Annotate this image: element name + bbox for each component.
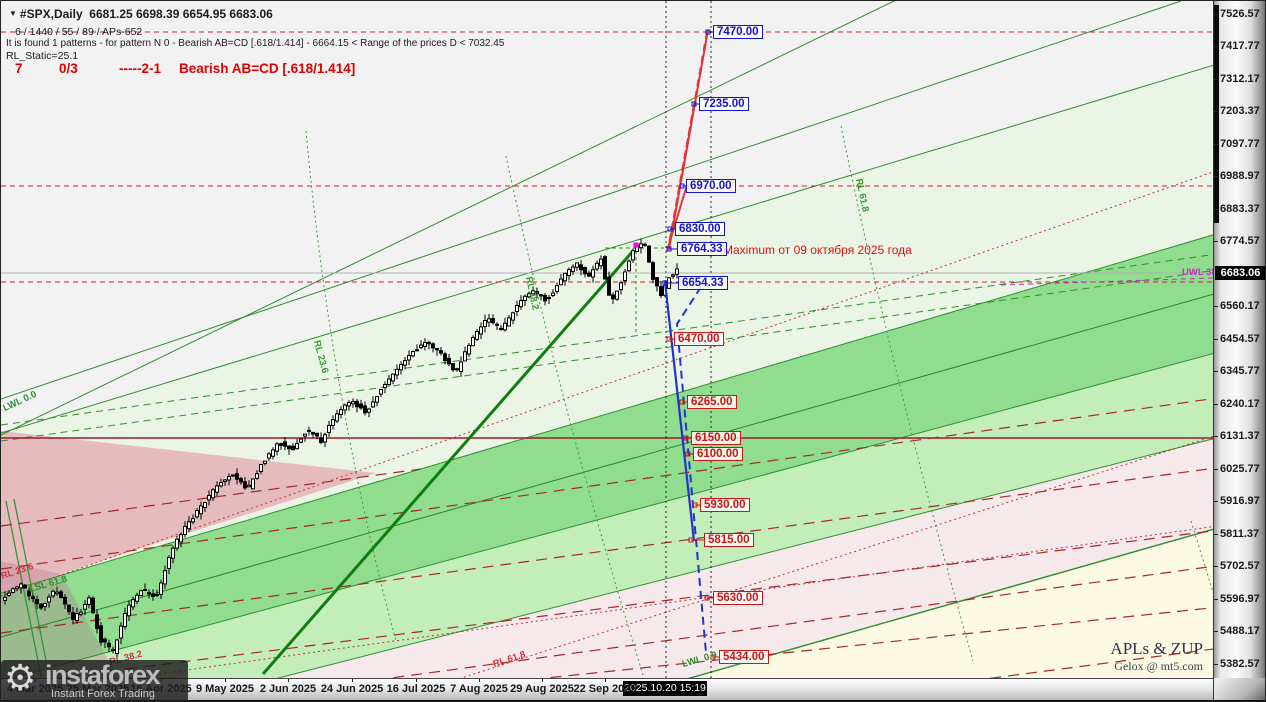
ohlc-values: 6681.25 6698.39 6654.95 6683.06	[89, 7, 273, 21]
price-level-label[interactable]: 7235.00	[699, 97, 749, 111]
price-level-label[interactable]: 6830.00	[675, 222, 725, 236]
price-tick-label: 5811.37	[1220, 528, 1260, 540]
date-tick-mark	[542, 679, 543, 682]
price-level-label[interactable]: 6470.00	[674, 332, 724, 346]
price-level-label[interactable]: 6970.00	[686, 179, 736, 193]
chart-canvas	[1, 1, 1213, 678]
price-tick-label: 7417.77	[1220, 40, 1260, 52]
date-tick-mark	[288, 679, 289, 682]
current-price-badge: 6683.06	[1215, 266, 1265, 280]
price-tick-mark	[1214, 469, 1218, 470]
price-tick-label: 7312.17	[1220, 73, 1260, 85]
credits-author: Gelox @ mt5.com	[1114, 659, 1203, 673]
price-axis[interactable]: 6683.06 7526.57 7417.77 7312.17 7203.37 7097…	[1213, 1, 1265, 678]
price-tick-mark	[1214, 144, 1218, 145]
price-level-label[interactable]: 5630.00	[713, 591, 763, 605]
date-tick-label: 22 Sep 2025	[573, 683, 637, 695]
price-level-label[interactable]: 5815.00	[704, 533, 754, 547]
price-tick-label: 6345.77	[1220, 365, 1260, 377]
maximum-note: Maximum от 09 октября 2025 года	[723, 243, 912, 257]
price-tick-label: 7526.57	[1220, 8, 1260, 20]
price-tick-mark	[1214, 111, 1218, 112]
date-tick-label: 16 Jul 2025	[386, 683, 446, 695]
price-tick-mark	[1214, 14, 1218, 15]
date-tick-mark	[605, 679, 606, 682]
pattern-count: 7	[15, 61, 23, 76]
chevron-down-icon: ▼	[9, 9, 17, 18]
date-tick-mark	[352, 679, 353, 682]
price-tick-label: 6131.37	[1220, 430, 1260, 442]
price-tick-mark	[1214, 501, 1218, 502]
price-tick-mark	[1214, 436, 1218, 437]
date-tick-label: 29 Aug 2025	[510, 683, 574, 695]
price-tick-mark	[1214, 404, 1218, 405]
pattern-name: Bearish AB=CD [.618/1.414]	[179, 61, 356, 76]
date-tick-label: 2 Jun 2025	[259, 683, 317, 695]
date-tick-mark	[479, 679, 480, 682]
price-level-label[interactable]: 6265.00	[687, 395, 737, 409]
price-tick-mark	[1214, 599, 1218, 600]
price-tick-label: 6240.17	[1220, 398, 1260, 410]
price-tick-label: 6560.17	[1220, 300, 1260, 312]
date-tick-label: 7 Aug 2025	[450, 683, 508, 695]
instaforex-watermark: ⚙ instaforex Instant Forex Trading	[1, 657, 188, 701]
price-tick-label: 5382.57	[1220, 658, 1260, 670]
price-tick-label: 6025.77	[1220, 463, 1260, 475]
price-tick-mark	[1214, 79, 1218, 80]
date-tick-label: 9 May 2025	[195, 683, 255, 695]
price-tick-mark	[1214, 534, 1218, 535]
chart-area[interactable]: ▼ #SPX,Daily 6681.25 6698.39 6654.95 6683…	[1, 1, 1213, 678]
date-tick-mark	[416, 679, 417, 682]
price-tick-label: 7097.77	[1220, 138, 1260, 150]
price-tick-label: 5596.97	[1220, 593, 1260, 605]
current-time-badge: 2025.10.20 15:19	[623, 681, 707, 696]
price-tick-label: 5916.97	[1220, 495, 1260, 507]
credits-title: APLs & ZUP	[1110, 639, 1203, 658]
price-tick-mark	[1214, 566, 1218, 567]
pattern-sequence: -----2-1	[119, 61, 161, 76]
price-level-label[interactable]: 5930.00	[700, 498, 750, 512]
price-tick-label: 6454.57	[1220, 333, 1260, 345]
price-level-label[interactable]: 6764.33	[677, 242, 727, 256]
line-label: UWL 38.2	[1182, 267, 1213, 278]
price-tick-mark	[1214, 46, 1218, 47]
date-tick-mark	[225, 679, 226, 682]
price-tick-mark	[1214, 176, 1218, 177]
rl-static-text: RL_Static=25.1	[6, 50, 79, 62]
date-tick-label: 24 Jun 2025	[320, 683, 384, 695]
price-tick-label: 6988.97	[1220, 170, 1260, 182]
axis-corner	[1213, 678, 1265, 701]
price-tick-label: 5488.17	[1220, 625, 1260, 637]
price-level-label[interactable]: 6100.00	[693, 447, 743, 461]
price-tick-mark	[1214, 241, 1218, 242]
price-axis-bar	[1214, 5, 1219, 223]
price-level-label[interactable]: 6150.00	[691, 431, 741, 445]
pattern-found-text: It is found 1 patterns - for pattern N 0…	[6, 38, 505, 49]
price-tick-mark	[1214, 371, 1218, 372]
window-bottom-edge	[1, 700, 1265, 701]
price-tick-mark	[1214, 664, 1218, 665]
symbol-name: #SPX,Daily	[19, 7, 83, 21]
price-tick-label: 6774.57	[1220, 235, 1260, 247]
credits: APLs & ZUP Gelox @ mt5.com	[1110, 639, 1203, 674]
price-tick-mark	[1214, 631, 1218, 632]
price-tick-label: 6883.37	[1220, 203, 1260, 215]
symbol-header: ▼ #SPX,Daily 6681.25 6698.39 6654.95 6683…	[9, 7, 273, 21]
watermark-tagline: Instant Forex Trading	[51, 688, 155, 700]
price-tick-mark	[1214, 209, 1218, 210]
price-tick-label: 5702.57	[1220, 560, 1260, 572]
pattern-score: 0/3	[59, 61, 78, 76]
price-tick-label: 7203.37	[1220, 105, 1260, 117]
price-tick-mark	[1214, 339, 1218, 340]
watermark-brand: instaforex	[45, 660, 161, 690]
price-tick-mark	[1214, 306, 1218, 307]
indicator-params: 6 / 1440 / 55 / 89 / APs-652	[15, 26, 143, 38]
gear-icon: ⚙	[4, 657, 37, 698]
price-level-label[interactable]: 6654.33	[678, 276, 728, 290]
price-level-label[interactable]: 5434.00	[719, 650, 769, 664]
price-level-label[interactable]: 7470.00	[713, 25, 763, 39]
